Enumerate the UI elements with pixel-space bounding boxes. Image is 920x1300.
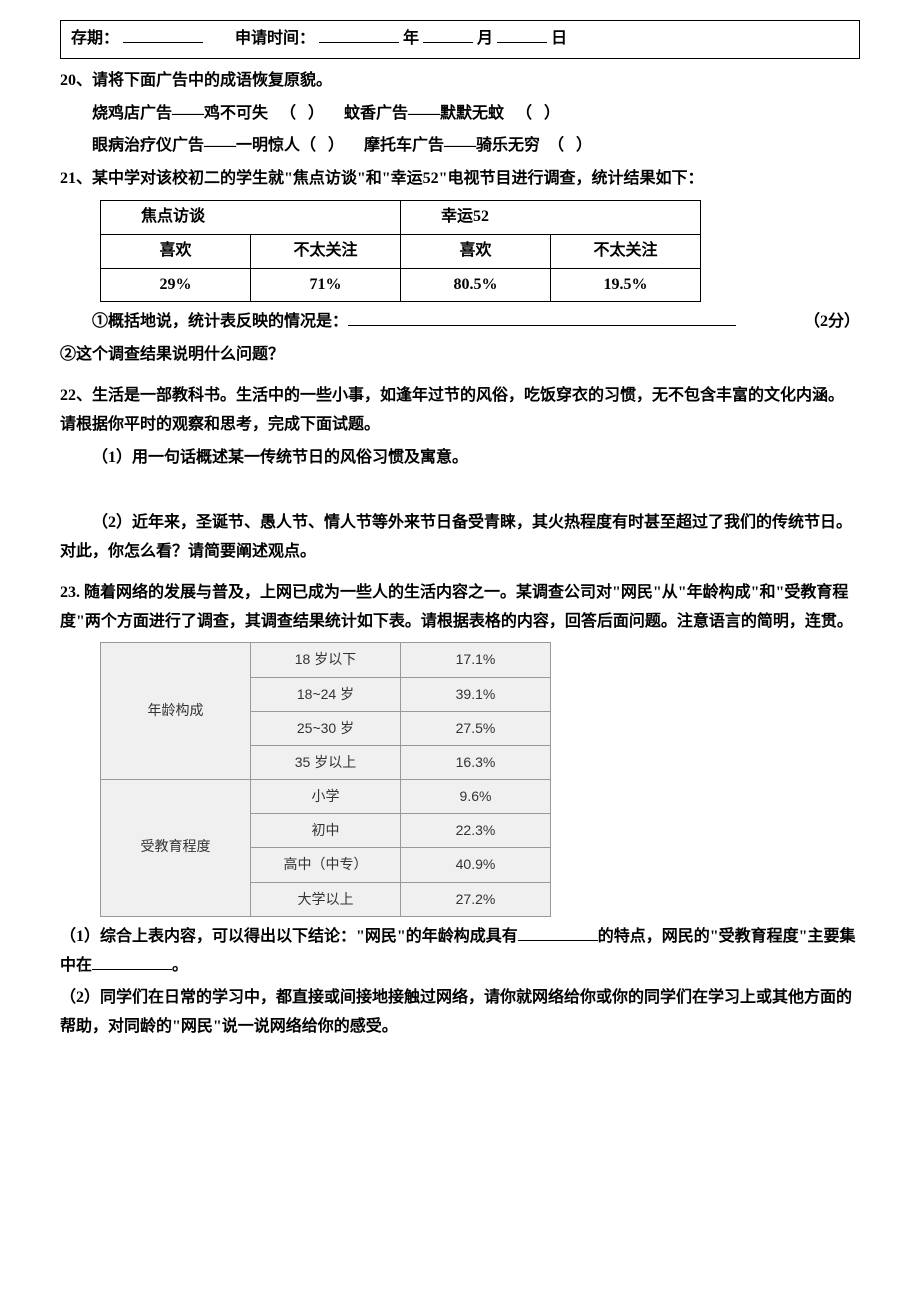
q23-g1r1c0: 18~24 岁 — [251, 677, 401, 711]
q21-number: 21、 — [60, 170, 92, 187]
q23-blank2[interactable] — [92, 954, 172, 970]
q23-group1: 年龄构成 — [101, 643, 251, 780]
q23-g1r0c0: 18 岁以下 — [251, 643, 401, 677]
q22-sub1: （1）用一句话概述某一传统节日的风俗习惯及寓意。 — [60, 444, 860, 473]
deposit-term-blank[interactable] — [123, 27, 203, 43]
q21-cell-0: 29% — [101, 268, 251, 302]
q21-notcare-2: 不太关注 — [551, 234, 701, 268]
q23-blank1[interactable] — [518, 925, 598, 941]
q23-g2r3c0: 大学以上 — [251, 882, 401, 916]
q23-group2: 受教育程度 — [101, 780, 251, 917]
q21-text: 某中学对该校初二的学生就"焦点访谈"和"幸运52"电视节目进行调查，统计结果如下… — [92, 170, 704, 187]
q23-g1r2c1: 27.5% — [401, 711, 551, 745]
year-unit: 年 — [403, 30, 419, 47]
q23-g2r1c1: 22.3% — [401, 814, 551, 848]
form-deposit-row: 存期： 申请时间： 年 月 日 — [60, 20, 860, 59]
q23-g2r2c1: 40.9% — [401, 848, 551, 882]
q21-sub1-text: ①概括地说，统计表反映的情况是： — [60, 308, 348, 337]
q21-sub2: ②这个调查结果说明什么问题？ — [60, 341, 860, 370]
q23-g1r3c1: 16.3% — [401, 745, 551, 779]
year-blank[interactable] — [319, 27, 399, 43]
q21-table: 焦点访谈 幸运52 喜欢 不太关注 喜欢 不太关注 29% 71% 80.5% … — [100, 200, 701, 302]
q20-ad-1b: 蚊香广告——默默无蚊 — [344, 105, 504, 122]
day-unit: 日 — [551, 30, 567, 47]
q23-number: 23. — [60, 584, 80, 601]
q23-g1r1c1: 39.1% — [401, 677, 551, 711]
apply-time-label: 申请时间： — [235, 30, 315, 47]
q21-th-program1: 焦点访谈 — [101, 200, 401, 234]
q20-ad-2a: 眼病治疗仪广告——一明惊人 — [92, 137, 300, 154]
q23-g2r1c0: 初中 — [251, 814, 401, 848]
month-unit: 月 — [477, 30, 493, 47]
q21-like-1: 喜欢 — [101, 234, 251, 268]
q23-table: 年龄构成 18 岁以下 17.1% 18~24 岁 39.1% 25~30 岁 … — [100, 642, 551, 917]
q20-number: 20、 — [60, 72, 92, 89]
q20-ad-2b: 摩托车广告——骑乐无穷 — [364, 137, 540, 154]
q23-g2r0c1: 9.6% — [401, 780, 551, 814]
q22-sub2: （2）近年来，圣诞节、愚人节、情人节等外来节日备受青睐，其火热程度有时甚至超过了… — [60, 509, 860, 567]
q21-like-2: 喜欢 — [401, 234, 551, 268]
q23-g2r2c0: 高中（中专） — [251, 848, 401, 882]
month-blank[interactable] — [423, 27, 473, 43]
q22: 22、生活是一部教科书。生活中的一些小事，如逢年过节的风俗，吃饭穿衣的习惯，无不… — [60, 382, 860, 567]
q20: 20、请将下面广告中的成语恢复原貌。 — [60, 67, 860, 96]
q20-title: 请将下面广告中的成语恢复原貌。 — [92, 72, 332, 89]
q21-sub1-blank[interactable] — [348, 310, 736, 326]
q23-sub2: （2）同学们在日常的学习中，都直接或间接地接触过网络，请你就网络给你或你的同学们… — [60, 984, 860, 1042]
q23-g2r0c0: 小学 — [251, 780, 401, 814]
q21-notcare-1: 不太关注 — [251, 234, 401, 268]
q23-g1r0c1: 17.1% — [401, 643, 551, 677]
q23-g1r2c0: 25~30 岁 — [251, 711, 401, 745]
q22-intro: 生活是一部教科书。生活中的一些小事，如逢年过节的风俗，吃饭穿衣的习惯，无不包含丰… — [60, 387, 844, 433]
q23-sub1: （1）综合上表内容，可以得出以下结论："网民"的年龄构成具有的特点，网民的"受教… — [60, 923, 860, 981]
q20-row2: 眼病治疗仪广告——一明惊人（ ） 摩托车广告——骑乐无穷 （ ） — [60, 132, 860, 161]
q21-points: （2分） — [772, 308, 860, 337]
q21: 21、某中学对该校初二的学生就"焦点访谈"和"幸运52"电视节目进行调查，统计结… — [60, 165, 860, 194]
q22-number: 22、 — [60, 387, 92, 404]
q23: 23. 随着网络的发展与普及，上网已成为一些人的生活内容之一。某调查公司对"网民… — [60, 579, 860, 1042]
deposit-term-label: 存期： — [71, 30, 119, 47]
q21-cell-2: 80.5% — [401, 268, 551, 302]
q20-ad-1a: 烧鸡店广告——鸡不可失 — [92, 105, 268, 122]
q23-s1c: 。 — [172, 957, 188, 974]
q23-intro: 随着网络的发展与普及，上网已成为一些人的生活内容之一。某调查公司对"网民"从"年… — [60, 584, 853, 630]
q21-th-program2: 幸运52 — [401, 200, 701, 234]
q23-g2r3c1: 27.2% — [401, 882, 551, 916]
q20-row1: 烧鸡店广告——鸡不可失 （ ） 蚊香广告——默默无蚊 （ ） — [60, 100, 860, 129]
q23-s1a: （1）综合上表内容，可以得出以下结论："网民"的年龄构成具有 — [60, 928, 518, 945]
q21-cell-1: 71% — [251, 268, 401, 302]
q21-cell-3: 19.5% — [551, 268, 701, 302]
q21-sub1: ①概括地说，统计表反映的情况是： （2分） — [60, 308, 860, 337]
day-blank[interactable] — [497, 27, 547, 43]
q23-g1r3c0: 35 岁以上 — [251, 745, 401, 779]
